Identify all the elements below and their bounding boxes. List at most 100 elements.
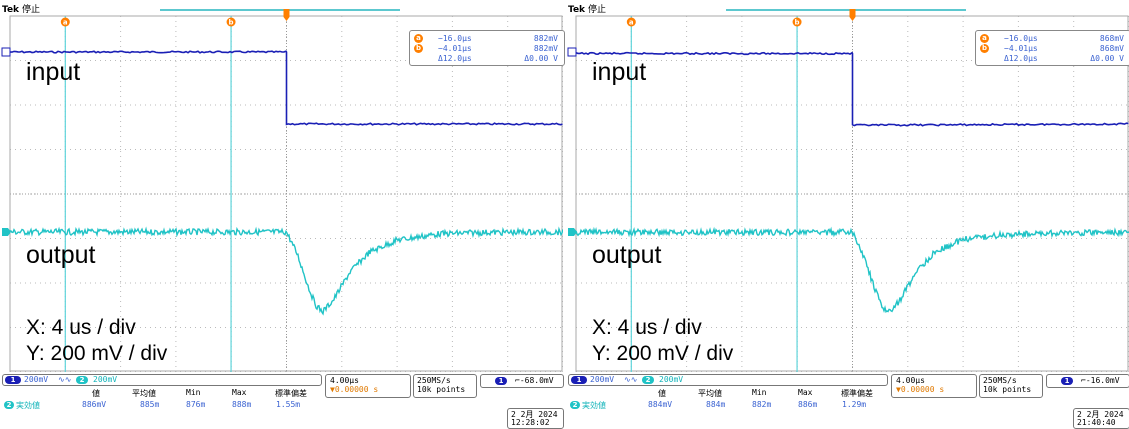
output-label: output (592, 241, 662, 269)
cursor-b-marker-icon[interactable] (792, 17, 802, 27)
meas-header-value: 値 (658, 389, 666, 398)
meas-header-max: Max (798, 388, 813, 397)
meas-min: 876m (186, 400, 206, 409)
record-position-bar (160, 9, 400, 11)
cursor-delta-value: Δ0.00 V (1090, 54, 1124, 63)
y-scale-label: Y: 200 mV / div (26, 342, 168, 365)
output-trace (575, 226, 1129, 314)
ch2-ground-icon[interactable] (568, 228, 577, 236)
ch1-scale: 200mV (590, 375, 615, 384)
ch1-coupling: ∿∿ (624, 375, 638, 384)
trigger-position: ▼0.00000 s (330, 385, 379, 394)
cursor-b-glyph: b (229, 19, 234, 27)
timebase-value: 4.00μs (330, 376, 359, 385)
status-bar: 1 200mV ∿∿ 2 200mV 2 実効値 値 平均値 Min Max 標… (566, 372, 1129, 429)
meas-min: 882m (752, 400, 772, 409)
ch1-ground-icon[interactable] (567, 47, 577, 57)
cursor-a-value: 868mV (1099, 34, 1124, 43)
meas-header-mean: 平均値 (698, 389, 722, 398)
cursor-delta-time: Δ12.0μs (438, 54, 472, 63)
ch2-scale: 200mV (93, 375, 118, 384)
acquisition-box[interactable] (413, 374, 477, 398)
cursor-b-value: 868mV (1099, 44, 1124, 53)
cursor-b-glyph: b (795, 19, 800, 27)
meas-header-value: 値 (92, 389, 100, 398)
run-state-label: 停止 (588, 5, 607, 15)
scope-header: Tek 停止 (568, 2, 606, 15)
x-scale-label: X: 4 us / div (26, 316, 136, 339)
cursor-b-value: 882mV (533, 44, 558, 53)
meas-mean: 884m (706, 400, 726, 409)
ch2-ground-icon[interactable] (2, 228, 11, 236)
time-label: 21:40:40 (1077, 418, 1116, 427)
run-state-label: 停止 (22, 5, 41, 15)
meas-header-mean: 平均値 (132, 389, 156, 398)
ch1-ground-icon[interactable] (1, 47, 11, 57)
cursor-b-icon: b (414, 44, 423, 53)
meas-ch2-icon: 2 (570, 401, 580, 409)
ch1-icon: 1 (5, 376, 21, 384)
ch1-coupling: ∿∿ (58, 375, 72, 384)
output-label: output (26, 241, 96, 269)
trigger-marker-icon (283, 9, 290, 21)
channel-scale-box (2, 374, 322, 386)
trigger-source-icon: 1 (495, 377, 507, 385)
meas-header-min: Min (752, 388, 767, 397)
cursor-readout: a −16.0μs 868mV b −4.01μs 868mV Δ12.0μs … (975, 30, 1129, 66)
meas-header-stddev: 標準偏差 (275, 389, 307, 398)
input-label: input (26, 58, 81, 86)
channel-scale-box (568, 374, 888, 386)
cursor-b-time: −4.01μs (438, 44, 472, 53)
cursor-a-time: −16.0μs (1004, 34, 1038, 43)
meas-header-min: Min (186, 388, 201, 397)
trigger-source-icon: 1 (1061, 377, 1073, 385)
timebase-box[interactable] (325, 374, 411, 398)
measurement-label: 実効値 (16, 401, 40, 410)
meas-stddev: 1.55m (276, 400, 301, 409)
cursor-lines (64, 16, 232, 372)
meas-value: 884mV (648, 400, 673, 409)
input-trace (575, 51, 1129, 127)
cursor-a-icon: a (414, 34, 423, 43)
input-label: input (592, 58, 647, 86)
ch2-scale: 200mV (659, 375, 684, 384)
trigger-marker-icon (849, 9, 856, 21)
cursor-a-glyph: a (629, 19, 634, 27)
status-bar: 1 200mV ∿∿ 2 200mV 2 実効値 値 平均値 Min Max 標… (0, 372, 564, 429)
cursor-b-icon: b (980, 44, 989, 53)
timebase-box[interactable] (891, 374, 977, 398)
timebase-value: 4.00μs (896, 376, 925, 385)
cursor-delta-time: Δ12.0μs (1004, 54, 1038, 63)
meas-header-max: Max (232, 388, 247, 397)
acquisition-box[interactable] (979, 374, 1043, 398)
cursor-a-marker-icon[interactable] (60, 17, 70, 27)
measurement-label: 実効値 (582, 401, 606, 410)
meas-header-stddev: 標準偏差 (841, 389, 873, 398)
trigger-level: ⌐-16.0mV (1081, 376, 1120, 385)
meas-value: 886mV (82, 400, 107, 409)
record-position-bar (726, 9, 966, 11)
cursor-a-marker-icon[interactable] (626, 17, 636, 27)
cursor-b-marker-icon[interactable] (226, 17, 236, 27)
meas-mean: 885m (140, 400, 160, 409)
date-label: 2 2月 2024 (1077, 410, 1124, 419)
y-scale-label: Y: 200 mV / div (592, 342, 734, 365)
scope-header: Tek 停止 (2, 2, 40, 15)
brand-label: Tek (568, 5, 586, 15)
sample-rate: 250MS/s (983, 376, 1017, 385)
cursor-lines (630, 16, 798, 372)
ch1-scale: 200mV (24, 375, 49, 384)
meas-max: 888m (232, 400, 252, 409)
cursor-readout: a −16.0μs 882mV b −4.01μs 882mV Δ12.0μs … (409, 30, 565, 66)
meas-stddev: 1.29m (842, 400, 867, 409)
trigger-position: ▼0.00000 s (896, 385, 945, 394)
brand-label: Tek (2, 5, 20, 15)
meas-max: 886m (798, 400, 818, 409)
input-trace (9, 50, 563, 126)
meas-ch2-icon: 2 (4, 401, 14, 409)
